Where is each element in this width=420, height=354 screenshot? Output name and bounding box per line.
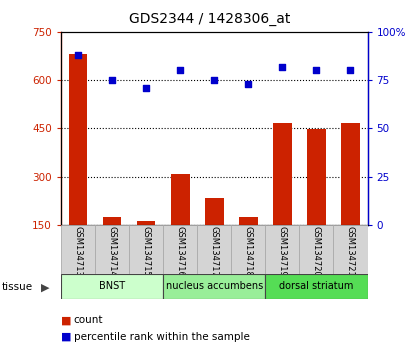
Bar	[136, 221, 155, 225]
Bar	[299, 225, 333, 274]
Point	[279, 64, 286, 69]
Bar	[61, 225, 95, 274]
Text: BNST: BNST	[99, 281, 125, 291]
Text: tissue: tissue	[2, 282, 33, 292]
Text: GSM134719: GSM134719	[278, 226, 287, 277]
Bar	[61, 274, 163, 299]
Text: GSM134713: GSM134713	[74, 226, 82, 277]
Point	[245, 81, 252, 87]
Bar	[102, 217, 121, 225]
Point	[313, 68, 320, 73]
Bar	[307, 129, 326, 225]
Text: nucleus accumbens: nucleus accumbens	[165, 281, 263, 291]
Text: percentile rank within the sample: percentile rank within the sample	[74, 332, 249, 342]
Text: GSM134720: GSM134720	[312, 226, 321, 277]
Bar	[265, 274, 368, 299]
Text: dorsal striatum: dorsal striatum	[279, 281, 354, 291]
Bar	[231, 225, 265, 274]
Text: GSM134716: GSM134716	[176, 226, 185, 277]
Text: GSM134715: GSM134715	[142, 226, 150, 277]
Bar	[95, 225, 129, 274]
Bar	[273, 122, 292, 225]
Text: GSM134717: GSM134717	[210, 226, 219, 277]
Bar	[171, 174, 189, 225]
Bar	[163, 274, 265, 299]
Text: GSM134721: GSM134721	[346, 226, 355, 277]
Bar	[239, 217, 257, 225]
Bar	[129, 225, 163, 274]
Bar	[197, 225, 231, 274]
Text: GSM134714: GSM134714	[108, 226, 116, 277]
Text: ■: ■	[61, 315, 71, 325]
Point	[109, 77, 116, 83]
Point	[347, 68, 354, 73]
Bar	[68, 55, 87, 225]
Bar	[341, 122, 360, 225]
Point	[143, 85, 150, 91]
Bar	[163, 225, 197, 274]
Bar	[333, 225, 368, 274]
Point	[211, 77, 218, 83]
Point	[75, 52, 81, 58]
Text: ■: ■	[61, 332, 71, 342]
Text: count: count	[74, 315, 103, 325]
Bar	[265, 225, 299, 274]
Bar	[205, 199, 223, 225]
Text: ▶: ▶	[41, 282, 50, 292]
Text: GSM134718: GSM134718	[244, 226, 253, 277]
Text: GDS2344 / 1428306_at: GDS2344 / 1428306_at	[129, 12, 291, 27]
Point	[177, 68, 184, 73]
